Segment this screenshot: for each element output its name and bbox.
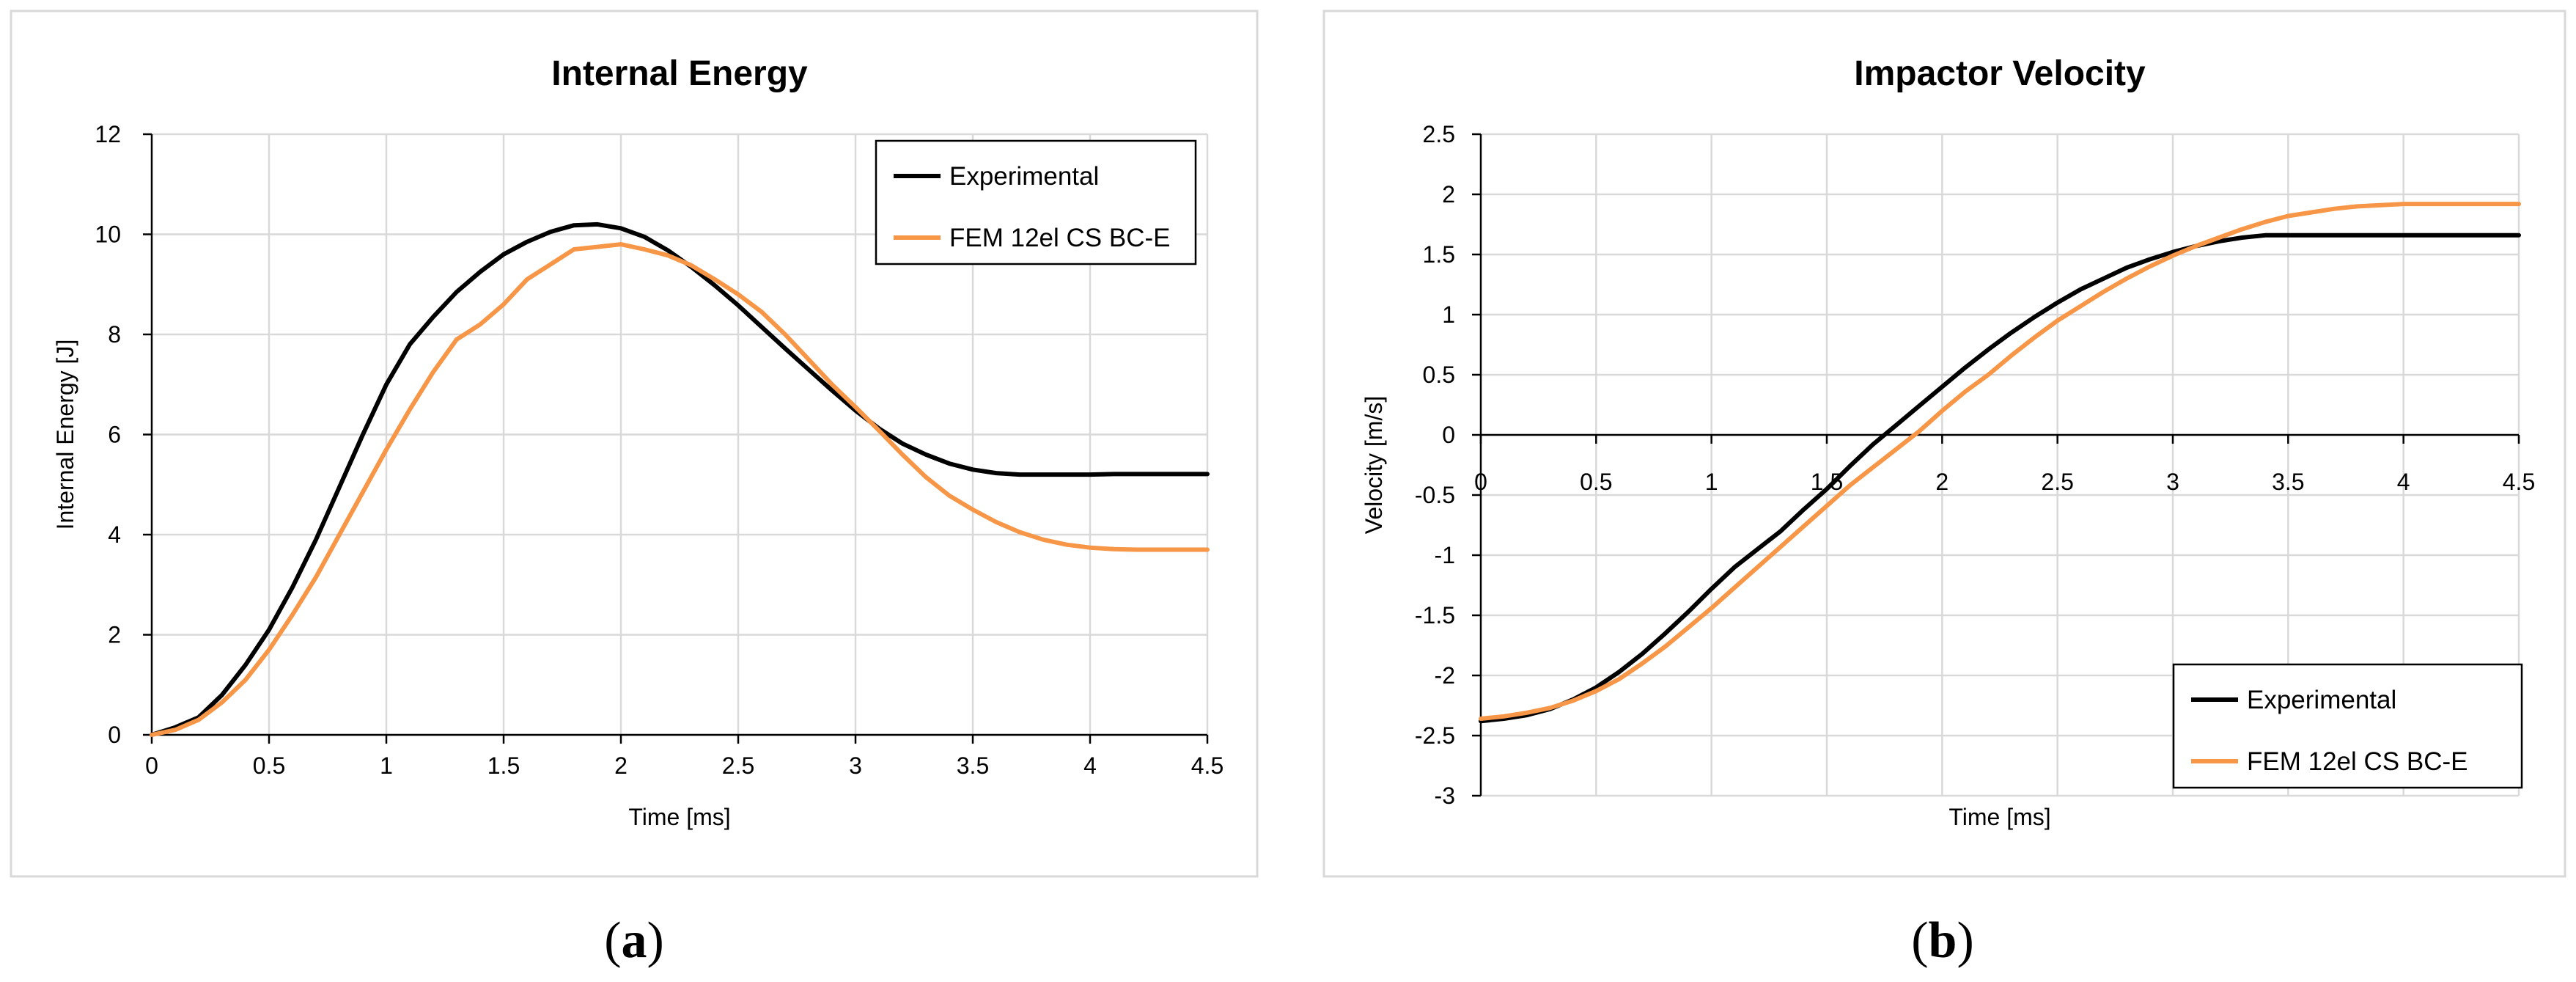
subfigure-caption: (a) (604, 912, 664, 969)
y-axis-title: Internal Energy [J] (52, 340, 78, 530)
x-tick-label: 4 (1083, 752, 1097, 779)
caption-close-paren: ) (647, 912, 664, 969)
x-tick-label: 0 (1474, 469, 1487, 495)
y-tick-label: 1 (1442, 301, 1455, 328)
x-tick-label: 2 (614, 752, 628, 779)
y-tick-label: 4 (108, 521, 121, 548)
y-tick-label: 10 (95, 221, 121, 248)
x-tick-label: 2 (1935, 469, 1948, 495)
y-tick-label: -2.5 (1415, 722, 1455, 749)
x-tick-label: 1.5 (487, 752, 520, 779)
x-tick-label: 3 (2166, 469, 2179, 495)
legend: Experimental FEM 12el CS BC-E (875, 139, 1197, 265)
subfigure-caption: (b) (1911, 912, 1974, 969)
y-tick-label: 6 (108, 422, 121, 448)
y-tick-label: 2.5 (1423, 121, 1455, 147)
x-tick-label: 2.5 (2041, 469, 2073, 495)
y-tick-label: 8 (108, 321, 121, 348)
x-tick-label: 1 (380, 752, 393, 779)
legend: Experimental FEM 12el CS BC-E (2172, 663, 2523, 789)
x-tick-label: 4.5 (1191, 752, 1223, 779)
chart-panel-b: -3-2.5-2-1.5-1-0.500.511.522.50 0.5 1 1.5 2 2… (1322, 10, 2566, 969)
legend-label: Experimental (2247, 686, 2396, 714)
y-axis-title: Velocity [m/s] (1361, 396, 1387, 535)
chart-title: Impactor Velocity (1854, 54, 2146, 93)
caption-close-paren: ) (1957, 912, 1973, 969)
x-tick-label: 0 (145, 752, 158, 779)
y-tick-label: 12 (95, 121, 121, 147)
x-tick-label: 0.5 (253, 752, 285, 779)
x-tick-label: 3 (849, 752, 862, 779)
y-tick-label: 0 (108, 722, 121, 748)
y-tick-label: -3 (1435, 783, 1455, 809)
caption-open-paren: ( (604, 912, 621, 969)
series-line-experimental (1479, 232, 2521, 724)
y-tick-label: -1 (1435, 542, 1455, 568)
series-line-fem (150, 242, 1210, 737)
x-tick-label: 2.5 (722, 752, 754, 779)
y-tick-label: -0.5 (1415, 482, 1455, 508)
legend-label: FEM 12el CS BC-E (2247, 747, 2468, 776)
y-tick-label: 1.5 (1423, 241, 1455, 268)
x-tick-label: 4.5 (2503, 469, 2535, 495)
series-line-fem (1479, 202, 2521, 721)
legend-box (875, 139, 1197, 265)
x-tick-label: 4 (2397, 469, 2410, 495)
chart-panel-a: 0 2 4 6 8 10 12 0 0.5 1 1.5 2 2.5 3 3.5 4 4.5 Internal En… (10, 10, 1259, 969)
caption-letter: b (1929, 912, 1957, 969)
x-tick-label: 3.5 (957, 752, 989, 779)
caption-open-paren: ( (1911, 912, 1928, 969)
y-tick-label: 0.5 (1423, 362, 1455, 388)
x-tick-label: 3.5 (2272, 469, 2304, 495)
x-axis-title: Time [ms] (1948, 804, 2050, 830)
x-tick-label: 0.5 (1580, 469, 1612, 495)
y-tick-label: 0 (1442, 422, 1455, 448)
x-tick-label: 1 (1705, 469, 1718, 495)
y-tick-label: -1.5 (1415, 602, 1455, 629)
chart-title: Internal Energy (551, 54, 808, 93)
legend-label: Experimental (949, 162, 1099, 191)
y-tick-label: 2 (108, 622, 121, 648)
y-tick-label: -2 (1435, 662, 1455, 689)
legend-label: FEM 12el CS BC-E (949, 224, 1170, 252)
caption-letter: a (622, 912, 647, 969)
x-axis-title: Time [ms] (628, 804, 730, 830)
legend-box (2172, 663, 2523, 789)
y-tick-label: 2 (1442, 181, 1455, 208)
